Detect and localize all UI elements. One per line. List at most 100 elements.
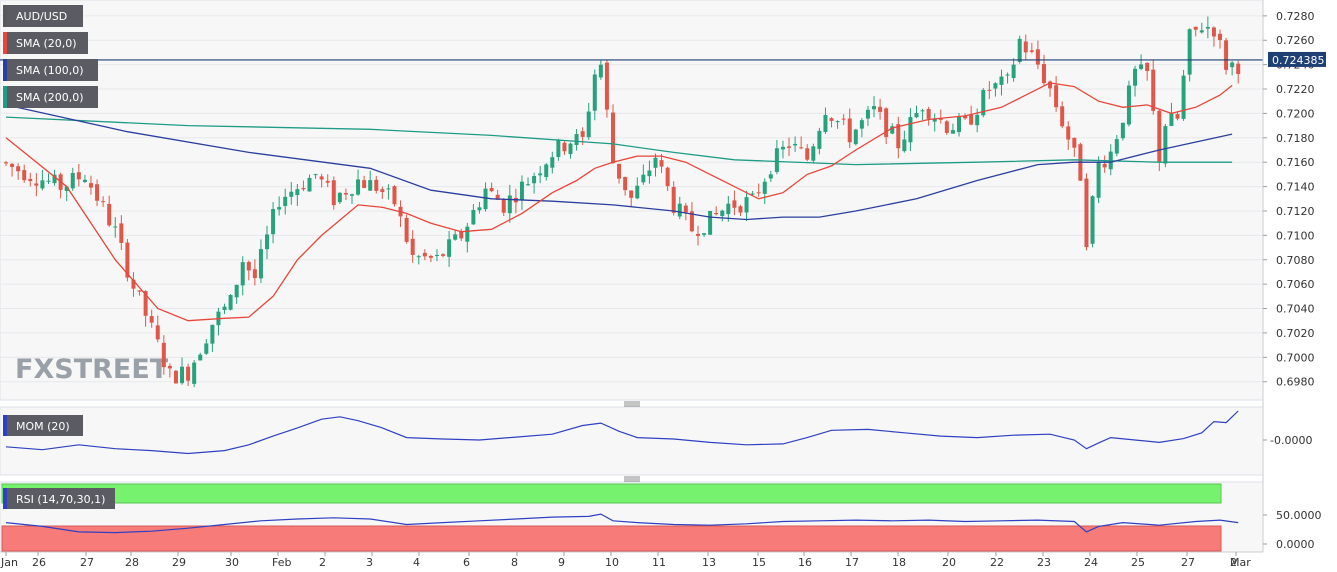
candle (52, 169, 57, 186)
candle (532, 172, 537, 194)
candle (1205, 16, 1210, 39)
candle (1011, 58, 1016, 82)
candle (380, 186, 385, 199)
svg-text:0.724385: 0.724385 (1272, 54, 1325, 67)
candle (598, 60, 603, 80)
candle (623, 176, 628, 196)
rsi-y-axis: 50.0000 0.0000 (1263, 509, 1322, 551)
x-tick-label: 6 (463, 556, 470, 569)
candle (356, 169, 361, 196)
candle (1145, 62, 1150, 81)
svg-text:SMA (100,0): SMA (100,0) (16, 64, 84, 77)
candle (647, 160, 652, 184)
x-tick-label: 9 (558, 556, 565, 569)
candle (671, 181, 676, 216)
x-tick-label: Jan (0, 556, 18, 569)
candle (878, 98, 883, 120)
candle (173, 369, 178, 384)
candle (204, 339, 209, 355)
candle (453, 229, 458, 241)
x-tick-label: 16 (798, 556, 812, 569)
candle (143, 290, 148, 327)
y-tick-label: 0.6980 (1276, 376, 1315, 389)
x-tick-label: 4 (413, 556, 420, 569)
candle (34, 173, 39, 197)
current-price-badge: 0.724385 (1268, 51, 1326, 67)
pane-resize-handle[interactable] (624, 476, 640, 482)
legend-rsi-tag[interactable]: RSI (14,70,30,1) (3, 488, 115, 509)
candle (295, 184, 300, 206)
candle (392, 185, 397, 207)
candle (95, 179, 100, 207)
candle (22, 164, 27, 183)
rsi-tick-label: 0.0000 (1276, 538, 1315, 551)
candle (82, 174, 87, 184)
rsi-tick-label: 50.0000 (1276, 509, 1322, 522)
mom-tick-label: -0.0000 (1270, 434, 1312, 447)
candle (131, 272, 136, 297)
candle (981, 88, 986, 118)
candle (28, 172, 33, 187)
candle (246, 260, 251, 281)
candle (750, 191, 755, 196)
candle (1090, 195, 1095, 248)
candle (732, 190, 737, 216)
y-tick-label: 0.7160 (1276, 156, 1315, 169)
candle (471, 204, 476, 225)
candle (416, 254, 421, 265)
candle (1230, 60, 1235, 76)
candle (872, 96, 877, 118)
x-tick-label: 15 (752, 556, 766, 569)
candle (155, 315, 160, 343)
candle (149, 309, 154, 328)
candle (319, 173, 324, 188)
svg-text:MOM (20): MOM (20) (16, 420, 70, 433)
candle (240, 256, 245, 296)
y-tick-label: 0.7020 (1276, 327, 1315, 340)
candle (611, 104, 615, 164)
candle (489, 182, 494, 193)
candle (902, 130, 907, 153)
x-tick-label: 28 (125, 556, 139, 569)
candles (4, 16, 1241, 388)
candle (780, 140, 785, 159)
candle (434, 249, 439, 262)
candle (507, 184, 512, 223)
candle (963, 113, 968, 120)
candle (841, 114, 846, 125)
candle (161, 335, 166, 375)
sma-lines (5, 82, 1233, 322)
candle (586, 102, 591, 140)
candle (258, 239, 263, 283)
pane-resize-handle[interactable] (624, 401, 640, 407)
candle (653, 153, 658, 177)
candle (1023, 34, 1028, 61)
legend-title-tag[interactable]: AUD/USD (3, 5, 83, 27)
candle (1169, 102, 1174, 127)
candle (859, 118, 864, 138)
y-tick-label: 0.7260 (1276, 34, 1315, 47)
candle (1193, 26, 1198, 37)
candle (744, 190, 749, 221)
candle (944, 120, 949, 135)
candle (331, 176, 336, 210)
mom-pane (0, 406, 1264, 476)
candle (562, 141, 567, 155)
candle (1163, 123, 1168, 168)
legend-sma-20-tag[interactable]: SMA (20,0) (3, 32, 88, 54)
candle (368, 170, 373, 191)
candle (592, 69, 597, 121)
candle (969, 105, 974, 126)
legend-sma-100-tag[interactable]: SMA (100,0) (3, 59, 98, 81)
legend-sma-200-tag[interactable]: SMA (200,0) (3, 86, 98, 108)
y-tick-label: 0.7280 (1276, 10, 1315, 23)
candle (805, 144, 810, 162)
legend-mom-tag[interactable]: MOM (20) (3, 415, 83, 436)
candle (677, 196, 682, 220)
candle (835, 120, 840, 129)
candle (768, 170, 773, 182)
candle (738, 204, 743, 217)
candle (641, 164, 646, 185)
candle (556, 138, 561, 161)
